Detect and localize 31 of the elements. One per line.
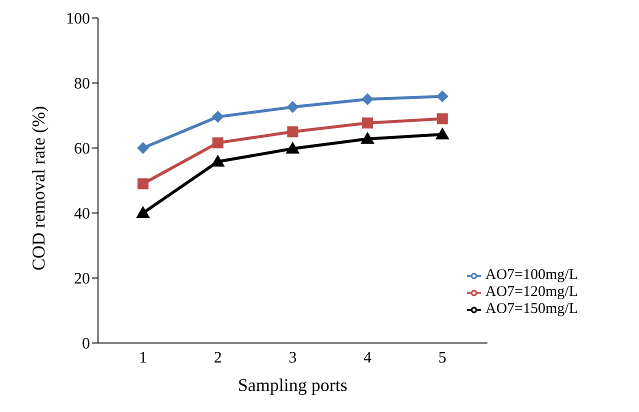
point (138, 178, 148, 190)
y-tick-label: 80 (74, 76, 90, 93)
point (210, 154, 225, 167)
legend-label: AO7=150mg/L (485, 301, 578, 317)
legend-label: AO7=120mg/L (485, 284, 578, 300)
x-tick-label: 1 (139, 349, 147, 366)
point (436, 113, 448, 124)
point (435, 127, 450, 140)
point (436, 90, 448, 102)
point (137, 142, 149, 154)
point (360, 132, 375, 144)
point (287, 126, 298, 138)
point (136, 206, 150, 218)
point (286, 101, 299, 114)
x-tick-label: 5 (438, 349, 446, 366)
y-tick-label: 40 (74, 206, 90, 223)
y-tick-label: 100 (66, 10, 90, 28)
y-tick-label: 20 (74, 270, 90, 288)
y-tick-label: 0 (82, 336, 90, 353)
legend-label: AO7=100mg/L (485, 267, 578, 283)
point (362, 93, 374, 106)
x-axis-title: Sampling ports (238, 375, 348, 395)
x-tick-label: 2 (214, 349, 222, 366)
point (286, 142, 300, 154)
point (212, 137, 224, 148)
y-tick-label: 60 (74, 140, 90, 158)
point (362, 117, 374, 128)
y-axis-title: COD removal rate (%) (28, 106, 48, 270)
x-tick-label: 3 (288, 349, 297, 366)
point (212, 110, 224, 123)
x-tick-label: 4 (364, 349, 372, 366)
